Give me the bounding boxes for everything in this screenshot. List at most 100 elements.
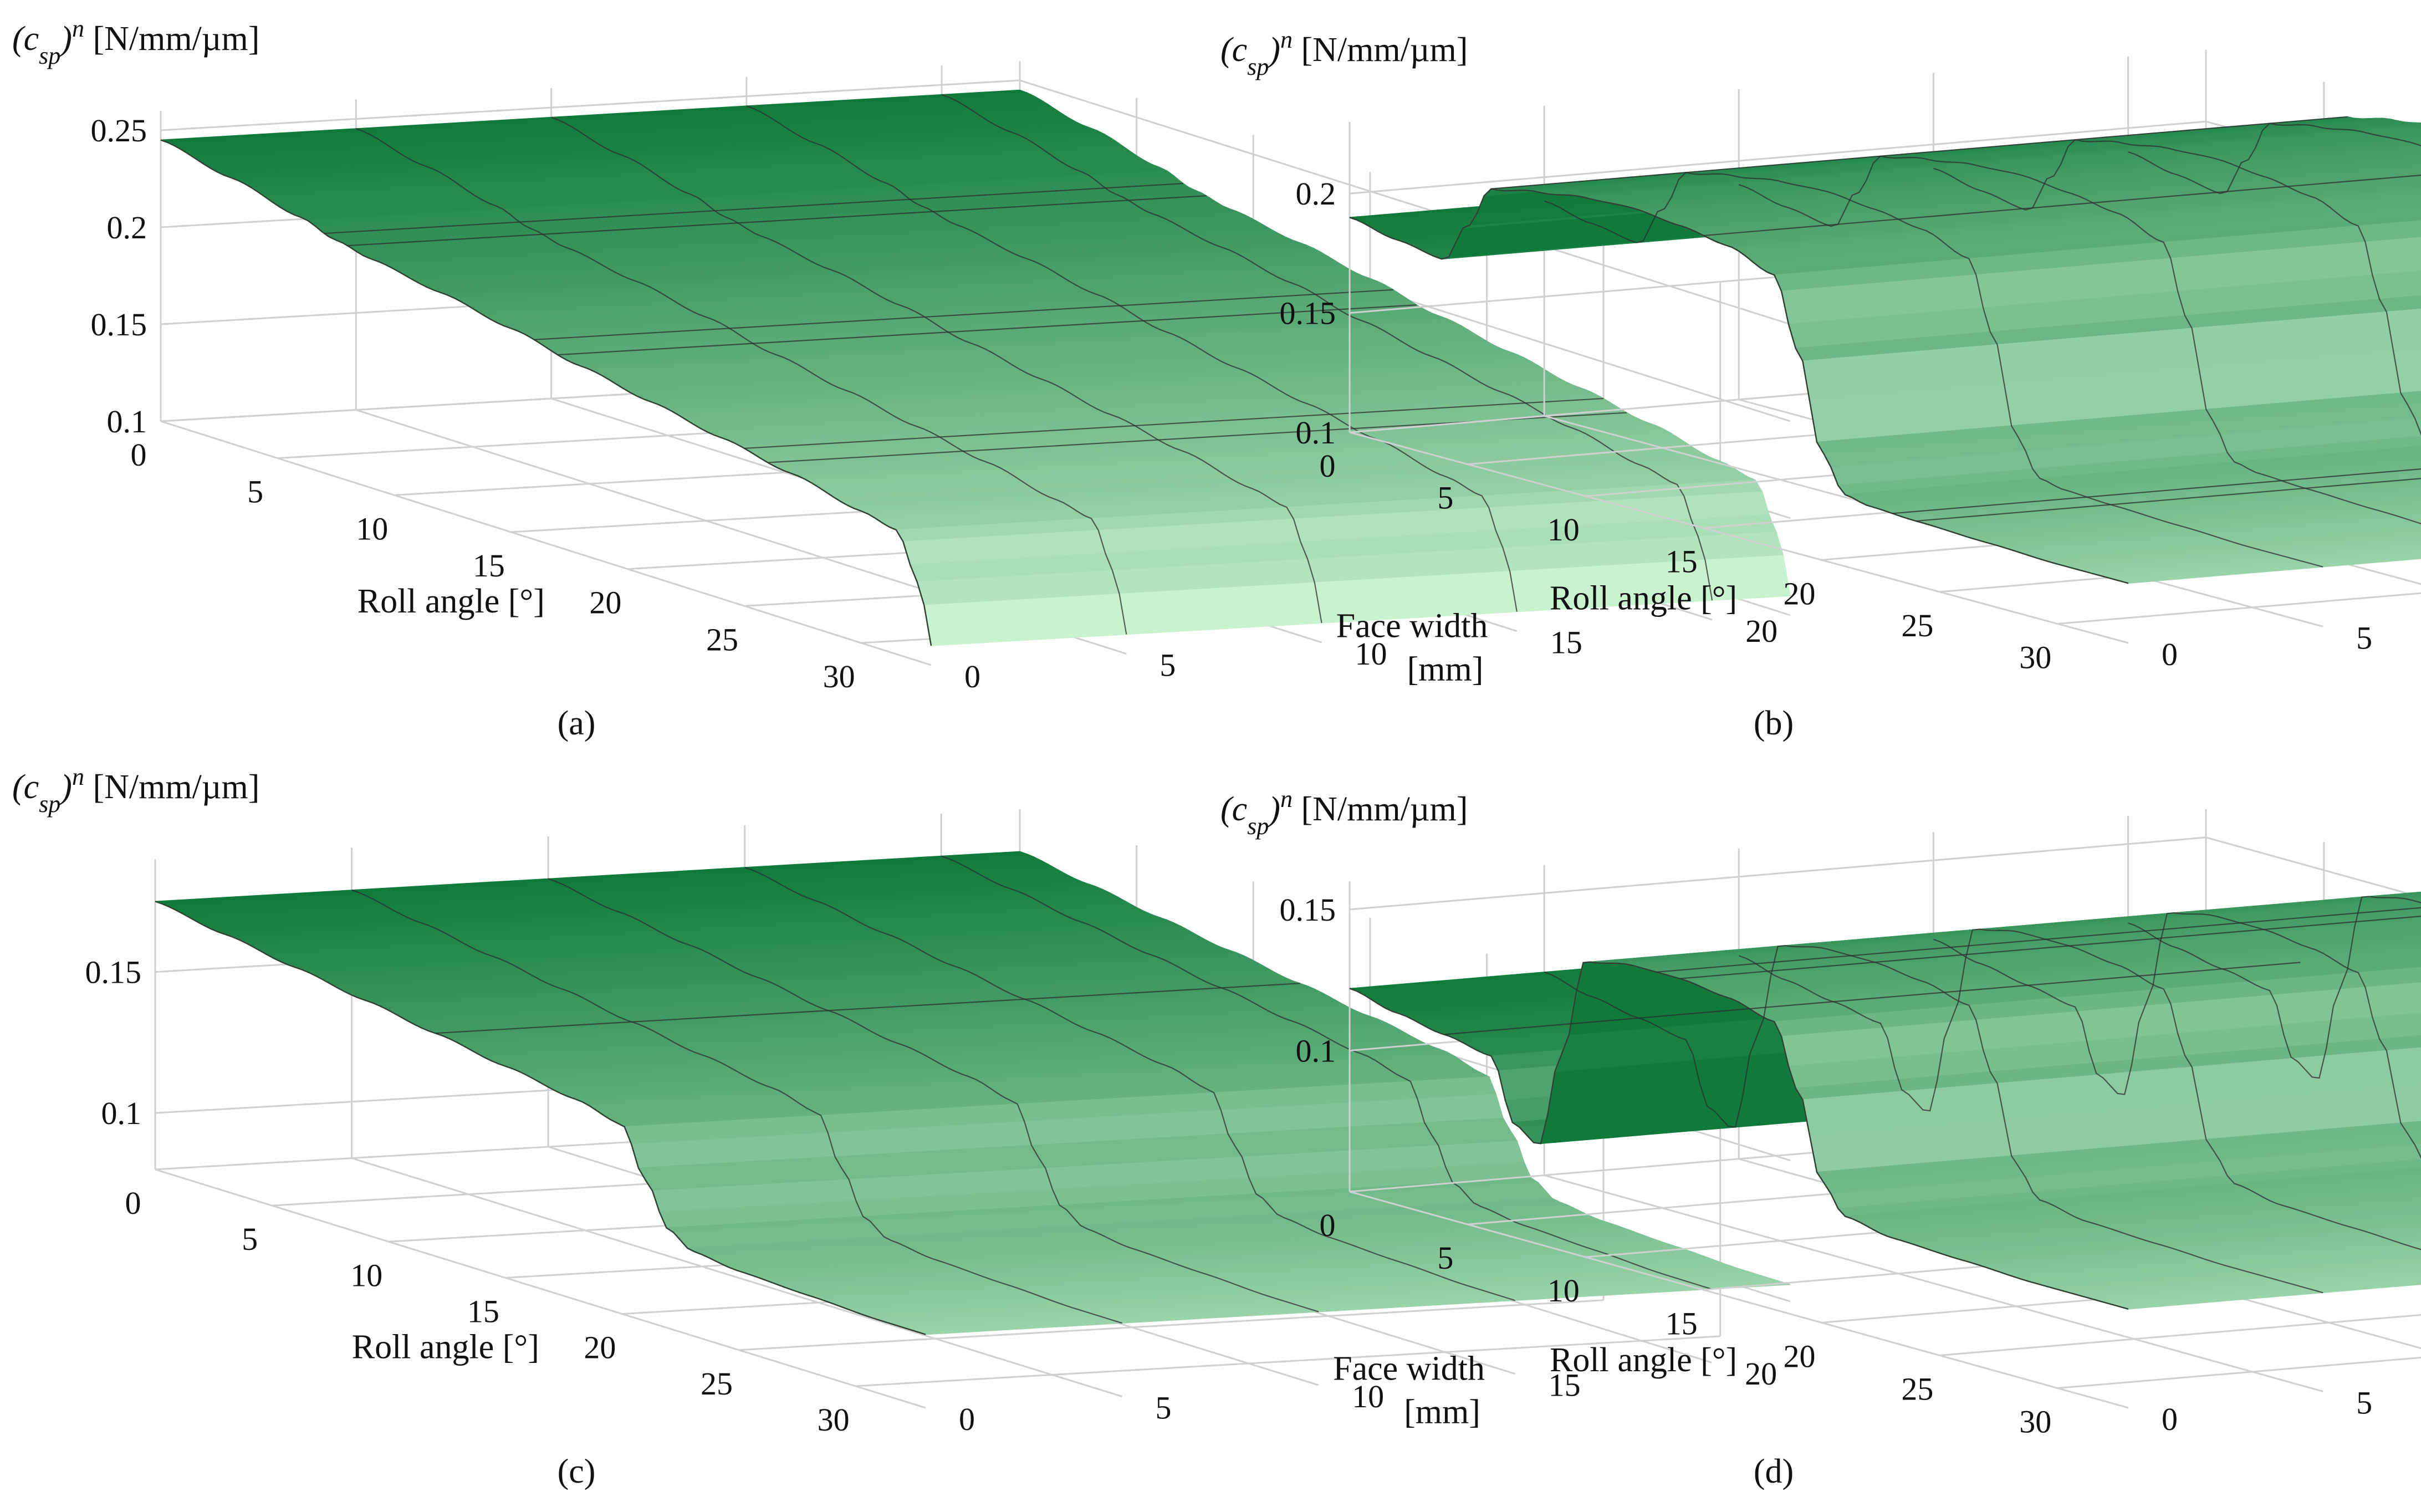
z-axis-label: (csp)n [N/mm/µm] (1220, 26, 1468, 80)
roll-angle-line (324, 182, 1183, 234)
x-tick-label: 10 (1547, 512, 1580, 548)
x-tick-label: 10 (356, 510, 388, 546)
roll-angle-line (1916, 478, 2421, 522)
roll-angle-line (1703, 175, 2421, 237)
face-width-line (1349, 961, 2129, 1310)
face-width-line (1933, 139, 2421, 436)
panel-2: 0 5 10 15 20 25 30 0 5 10 15 20 0.1 0.15 0.2 Roll angle… (1220, 26, 2421, 742)
y-tick-label: 15 (1550, 625, 1582, 661)
face-width-line (1544, 172, 2323, 568)
roll-angle-line (557, 304, 1417, 356)
y-axis-label-line1: Face width (1336, 607, 1488, 645)
y-axis-label-line2: [mm] (1404, 1393, 1480, 1431)
y-tick-label: 5 (2356, 1385, 2372, 1421)
z-tick-label: 0.15 (85, 954, 142, 990)
x-tick-label: 10 (1547, 1273, 1580, 1309)
surface (160, 89, 1791, 646)
y-tick-label: 5 (2356, 620, 2372, 656)
roll-angle-line (1679, 916, 2421, 979)
roll-angle-line (744, 397, 1604, 449)
x-tick-label: 5 (1437, 480, 1453, 516)
x-axis-label: Roll angle [°] (352, 1329, 539, 1366)
face-width-line (1738, 155, 2421, 524)
surface (155, 851, 1791, 1335)
x-tick-label: 0 (131, 437, 147, 473)
face-width-line (941, 94, 1713, 601)
y-tick-label: 0 (964, 658, 980, 694)
face-width-line (744, 866, 1515, 1301)
x-tick-label: 15 (467, 1293, 499, 1329)
face-width-line (746, 105, 1518, 612)
panel-caption: (d) (1754, 1453, 1794, 1490)
x-tick-label: 10 (350, 1257, 382, 1293)
y-tick-label: 0 (2162, 636, 2178, 672)
face-width-line (548, 878, 1319, 1312)
face-width-line (1933, 912, 2421, 1159)
x-tick-label: 25 (706, 621, 738, 657)
panel-caption: (b) (1754, 704, 1794, 742)
z-tick-label: 0.2 (107, 210, 147, 246)
x-axis-label: Roll angle [°] (1550, 1341, 1737, 1379)
x-tick-label: 15 (1666, 544, 1698, 580)
tick-labels: 0 5 10 15 20 25 30 0 5 10 15 20 0.1 0.15 0.2 0.25 (91, 113, 1778, 694)
face-width-line (1544, 944, 2323, 1294)
y-tick-label: 0 (959, 1401, 975, 1437)
z-tick-label: 0.1 (101, 1095, 142, 1131)
mesh-lines (1349, 896, 2421, 1310)
panel-caption: (a) (558, 704, 596, 742)
face-width-line (1349, 188, 2129, 584)
x-tick-label: 5 (242, 1221, 258, 1257)
z-tick-label: 0.2 (1296, 176, 1336, 212)
x-tick-label: 0 (1320, 1207, 1336, 1243)
x-tick-label: 20 (1784, 575, 1816, 611)
roll-angle-line (347, 195, 1207, 247)
tick-labels: 0 5 10 15 20 25 30 0 5 10 15 20 0.1 0.15 0.2 (1280, 176, 2373, 675)
mesh-lines (160, 94, 1713, 646)
roll-angle-line (435, 983, 1300, 1034)
face-width-line (355, 128, 1127, 635)
y-tick-label: 20 (1745, 613, 1778, 649)
face-width-line (551, 116, 1322, 624)
z-tick-label: 0.15 (91, 307, 147, 343)
x-tick-label: 25 (1901, 607, 1933, 643)
x-tick-label: 30 (818, 1402, 850, 1438)
x-tick-label: 0 (1320, 448, 1336, 484)
z-tick-label: 0.1 (107, 403, 147, 440)
z-tick-label: 0.1 (1296, 415, 1336, 451)
x-axis-label: Roll angle [°] (357, 583, 545, 620)
surface (1349, 116, 2421, 584)
face-width-line (2128, 896, 2421, 1079)
face-width-line (160, 139, 932, 646)
x-tick-label: 30 (2019, 639, 2051, 675)
x-tick-label: 5 (1437, 1240, 1453, 1276)
x-tick-label: 15 (1666, 1305, 1698, 1341)
tick-labels: 0 5 10 15 20 25 30 0 5 10 15 20 0.1 0.15 (1280, 892, 2373, 1440)
x-tick-label: 30 (2019, 1404, 2051, 1440)
z-axis-label: (csp)n [N/mm/µm] (1220, 785, 1468, 840)
face-width-line (1738, 928, 2421, 1250)
y-tick-label: 5 (1156, 1390, 1172, 1426)
z-tick-label: 0.15 (1280, 295, 1336, 331)
z-tick-label: 0.25 (91, 113, 147, 149)
roll-angle-line (1444, 962, 2301, 1035)
face-width-line (2128, 122, 2421, 195)
z-tick-label: 0.15 (1280, 892, 1336, 928)
y-axis-label-line2: [mm] (1407, 651, 1484, 688)
x-tick-label: 30 (823, 658, 855, 694)
panel-1: 0 5 10 15 20 25 30 0 5 10 15 20 0.1 0.15 0.2 0.25 Roll a… (12, 15, 1791, 742)
x-tick-label: 0 (125, 1185, 141, 1221)
face-width-line (155, 901, 926, 1335)
z-tick-label: 0.1 (1296, 1033, 1336, 1069)
y-tick-label: 5 (1160, 647, 1176, 683)
y-tick-label: 10 (1352, 1378, 1384, 1414)
mesh-lines (155, 855, 1712, 1335)
z-axis-label: (csp)n [N/mm/µm] (12, 763, 259, 818)
x-tick-label: 20 (584, 1330, 616, 1366)
y-tick-label: 10 (1355, 636, 1387, 672)
roll-angle-line (1491, 116, 2348, 190)
y-tick-label: 0 (2162, 1401, 2178, 1437)
panel-4: 0 5 10 15 20 25 30 0 5 10 15 20 0.1 0.15 Roll angle [°… (1220, 785, 2421, 1490)
x-tick-label: 20 (589, 585, 621, 621)
